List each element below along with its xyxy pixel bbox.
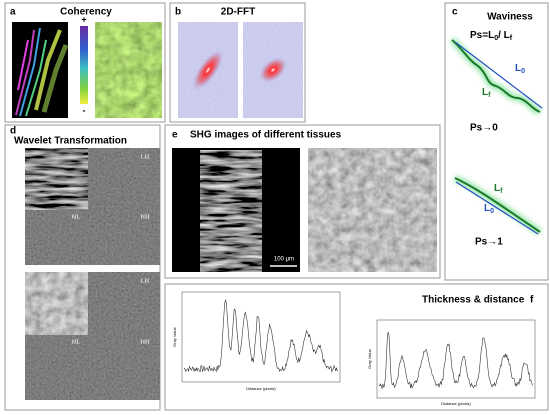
panel-label: d	[10, 126, 16, 137]
x-axis-label: Distance (pixels)	[441, 401, 471, 406]
lf-label: Lf	[494, 183, 503, 195]
straight-fiber	[454, 177, 541, 233]
panel-d	[4, 124, 161, 411]
panel-title: SHG images of different tissues	[190, 130, 342, 141]
panel-b	[169, 2, 306, 123]
panel-label: f	[530, 295, 534, 306]
shg-fibers	[200, 150, 262, 272]
scale-bar-label: 100 μm	[274, 257, 294, 263]
scale-max: +	[81, 14, 86, 24]
wavelet-ll	[25, 148, 88, 210]
wavelet-ll	[25, 272, 88, 335]
panel-c	[444, 2, 549, 281]
l0-label: L0	[484, 203, 494, 215]
ps-result: Ps→0	[470, 123, 498, 134]
panel-label: b	[175, 7, 181, 18]
panel-e	[164, 124, 441, 279]
color-bar	[80, 26, 88, 104]
profile-trace	[378, 331, 534, 390]
panel-title: Thickness & distance	[422, 295, 525, 306]
wavy-fiber	[451, 39, 541, 113]
y-axis-label: Gray Value	[172, 326, 177, 346]
coherency-fibers	[15, 27, 69, 117]
profile-trace	[183, 298, 339, 373]
fft-peak	[259, 57, 287, 83]
quadrant-label: HH	[140, 339, 150, 345]
shg-image	[308, 148, 437, 272]
y-axis-label: Gray Value	[367, 348, 372, 368]
end-to-end-line	[454, 41, 543, 109]
quadrant-label: HH	[140, 214, 150, 220]
panel-a	[4, 2, 166, 123]
panel-title: Wavelet Transformation	[14, 136, 127, 147]
panel-title: 2D-FFT	[221, 7, 255, 18]
end-to-end-line	[455, 181, 539, 235]
panel-title: Waviness	[487, 12, 533, 23]
panel-f	[164, 283, 549, 411]
l0-label: L0	[515, 63, 525, 75]
coherency-texture	[95, 22, 162, 118]
x-axis-label: Distance (pixels)	[246, 386, 276, 391]
quadrant-label: HL	[72, 339, 81, 345]
scale-min: -	[83, 105, 86, 115]
quadrant-label: LH	[141, 154, 150, 160]
formula: Ps=L0/ Lf	[470, 30, 513, 42]
panel-label: a	[10, 7, 16, 18]
profile-plot	[376, 319, 536, 399]
fft-peak	[192, 49, 224, 91]
quadrant-label: LH	[141, 278, 150, 284]
ps-result: Ps→1	[475, 237, 503, 248]
lf-label: Lf	[482, 87, 491, 99]
profile-plot	[181, 291, 341, 383]
quadrant-label: HL	[72, 214, 81, 220]
panel-title: Coherency	[60, 7, 112, 18]
panel-label: c	[452, 7, 458, 18]
panel-label: e	[172, 130, 178, 141]
